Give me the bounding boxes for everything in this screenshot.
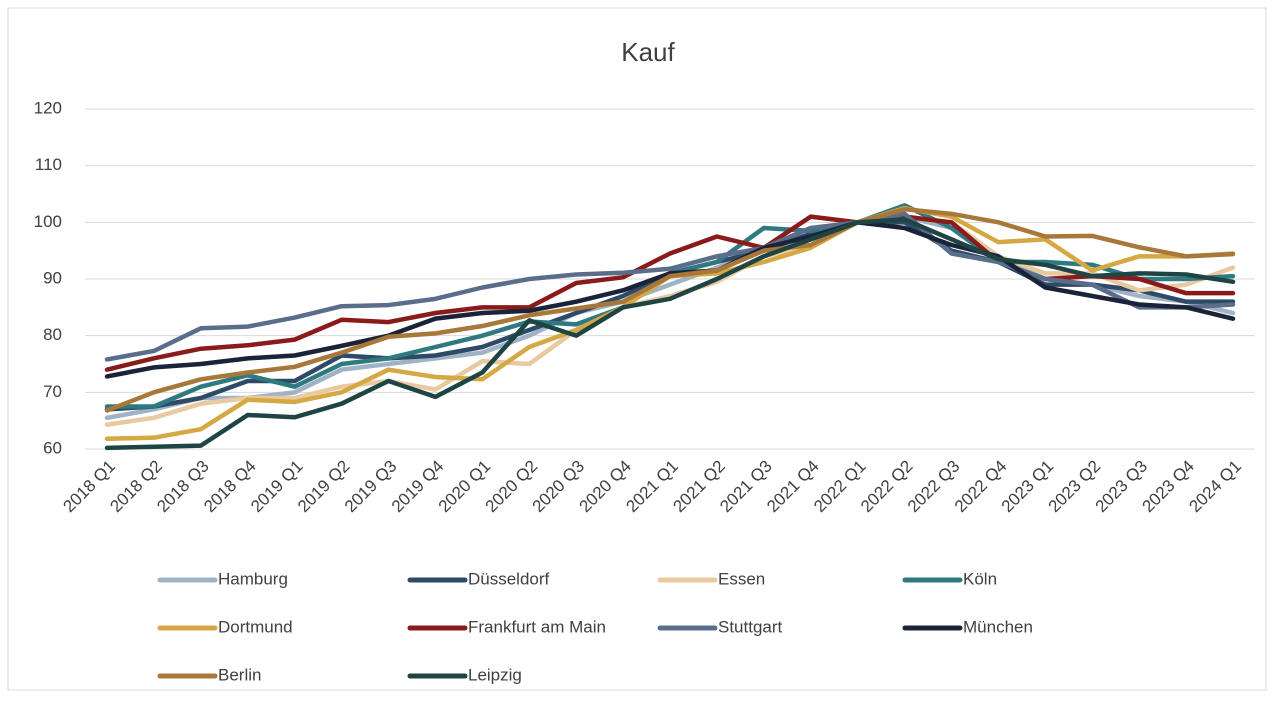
legend-label: Berlin [218, 665, 261, 684]
y-tick-label: 100 [34, 212, 62, 231]
series-line [104, 207, 1236, 413]
y-tick-label: 60 [43, 438, 62, 457]
legend-label: Essen [718, 569, 765, 588]
y-tick-label: 80 [43, 325, 62, 344]
legend-label: Leipzig [468, 665, 522, 684]
legend-label: Hamburg [218, 569, 288, 588]
legend-label: Frankfurt am Main [468, 617, 606, 636]
legend-label: Köln [963, 569, 997, 588]
series-line [104, 217, 1236, 451]
legend-label: Düsseldorf [468, 569, 550, 588]
series-line [104, 211, 1236, 362]
legend-label: München [963, 617, 1033, 636]
legend-label: Dortmund [218, 617, 293, 636]
legend-label: Stuttgart [718, 617, 783, 636]
y-tick-label: 70 [43, 382, 62, 401]
y-tick-label: 110 [35, 155, 62, 174]
chart-title: Kauf [621, 37, 675, 67]
y-tick-label: 90 [43, 268, 62, 287]
series-line [104, 220, 1236, 379]
series-line [104, 214, 1236, 427]
y-tick-label: 120 [34, 98, 62, 117]
